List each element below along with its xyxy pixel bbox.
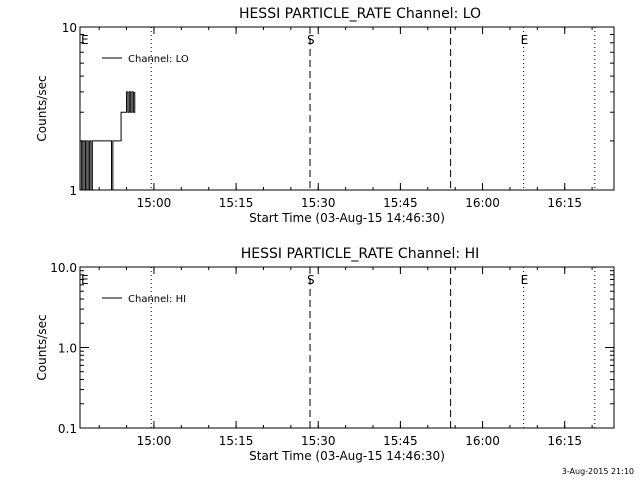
chart-title: HESSI PARTICLE_RATE Channel: LO — [239, 6, 481, 22]
x-tick-label: 16:15 — [547, 196, 582, 210]
y-tick-label: 1 — [69, 184, 77, 198]
y-tick-label: 10 — [62, 21, 77, 35]
panel-channel-lo: HESSI PARTICLE_RATE Channel: LO 15:00 15:1… — [35, 6, 615, 225]
marker-label: E — [521, 273, 529, 287]
x-tick-label: 15:00 — [137, 434, 172, 448]
marker-label: E — [81, 33, 89, 47]
chart-title: HESSI PARTICLE_RATE Channel: HI — [241, 246, 479, 262]
x-tick-label: 15:15 — [219, 434, 254, 448]
x-axis-label: Start Time (03-Aug-15 14:46:30) — [249, 449, 445, 463]
y-tick-label: 10.0 — [50, 261, 77, 275]
x-tick-label: 15:30 — [301, 196, 336, 210]
plot-frame — [79, 26, 615, 191]
x-axis-label: Start Time (03-Aug-15 14:46:30) — [249, 211, 445, 225]
x-tick-label: 16:00 — [465, 434, 500, 448]
x-tick-label: 15:45 — [383, 434, 418, 448]
y-axis-label: Counts/sec — [35, 314, 49, 380]
x-tick-label: 15:45 — [383, 196, 418, 210]
marker-label: E — [521, 33, 529, 47]
x-tick-label: 15:30 — [301, 434, 336, 448]
y-tick-label: 0.1 — [58, 422, 77, 436]
x-tick-label: 15:00 — [137, 196, 172, 210]
y-tick-label: 1.0 — [58, 342, 77, 356]
panel-channel-hi: HESSI PARTICLE_RATE Channel: HI 15:00 15:1… — [35, 246, 615, 463]
legend-label: Channel: LO — [128, 54, 189, 65]
x-tick-label: 16:00 — [465, 196, 500, 210]
marker-label: E — [81, 273, 89, 287]
marker-label: S — [307, 273, 315, 287]
legend-label: Channel: HI — [128, 294, 186, 305]
marker-label: S — [307, 33, 315, 47]
x-tick-label: 15:15 — [219, 196, 254, 210]
y-axis-label: Counts/sec — [35, 75, 49, 141]
footer-timestamp: 3-Aug-2015 21:10 — [562, 467, 634, 476]
plot-frame — [79, 266, 615, 429]
series-line — [80, 91, 136, 191]
x-tick-label: 16:15 — [547, 434, 582, 448]
